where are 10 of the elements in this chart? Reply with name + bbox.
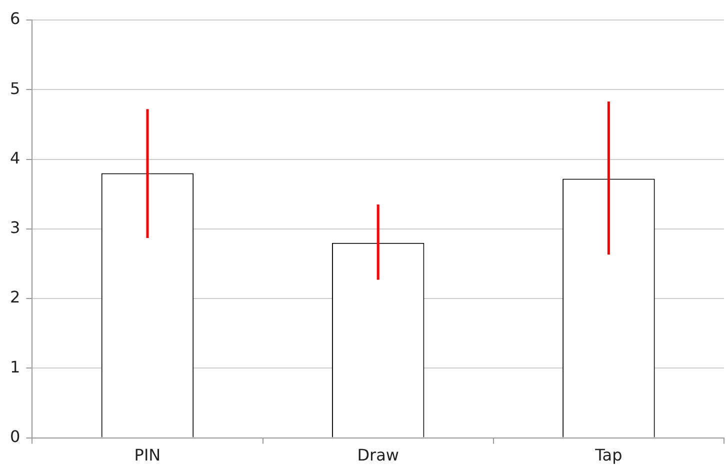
y-tick-label: 6 — [10, 9, 20, 28]
y-tick-label: 0 — [10, 426, 20, 446]
x-tick-label: Draw — [357, 446, 399, 465]
x-tick-label: PIN — [134, 446, 161, 465]
x-tick-label: Tap — [594, 446, 622, 465]
y-tick-label: 4 — [10, 148, 20, 168]
y-tick-label: 1 — [10, 357, 20, 376]
y-tick-label: 3 — [10, 218, 20, 238]
y-tick-label: 5 — [10, 78, 20, 98]
y-tick-label: 2 — [10, 288, 20, 307]
